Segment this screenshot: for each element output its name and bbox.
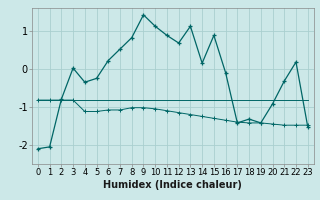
X-axis label: Humidex (Indice chaleur): Humidex (Indice chaleur) (103, 180, 242, 190)
